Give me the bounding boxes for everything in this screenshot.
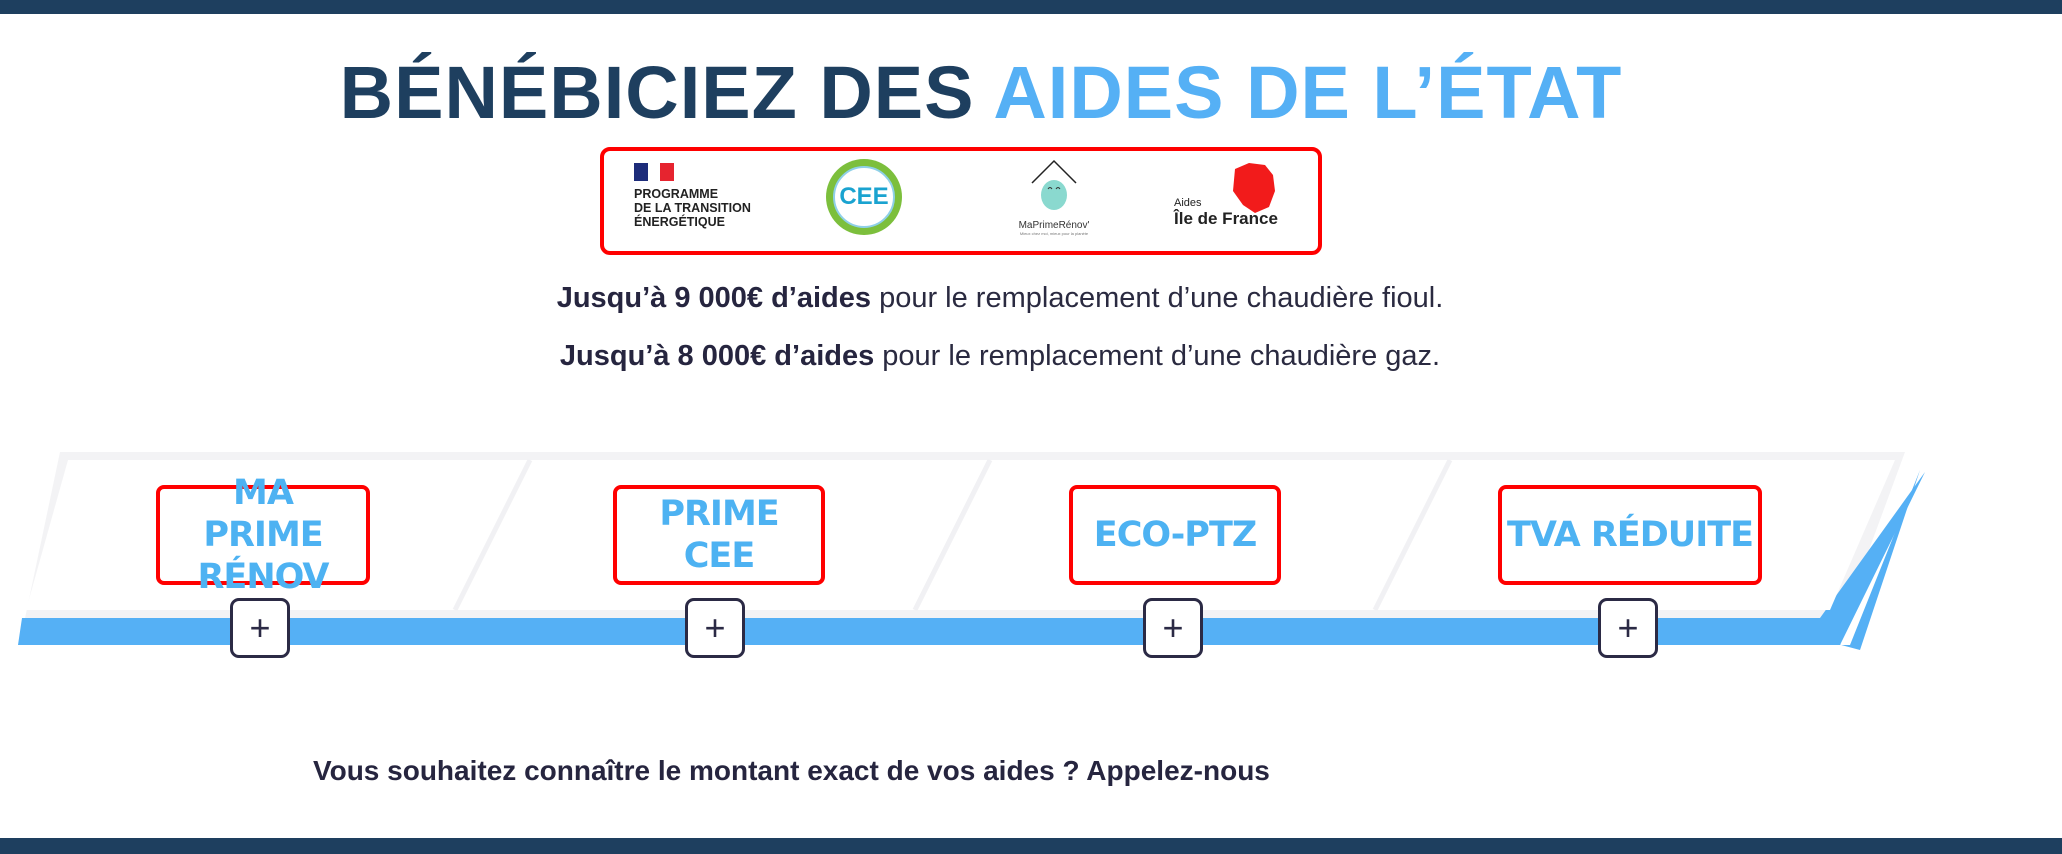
plus-icon: + <box>704 607 726 648</box>
aide-eco-ptz[interactable]: ECO-PTZ <box>1069 485 1281 585</box>
logo-maprimerenov: MaPrimeRénov' Mieux chez moi, mieux pour… <box>999 155 1109 236</box>
aides-band <box>18 452 1925 650</box>
intro-line-fioul: Jusqu’à 9 000€ d’aides pour le remplacem… <box>556 282 1444 314</box>
top-bar <box>0 0 2062 14</box>
aide-tva-reduite[interactable]: TVA RÉDUITE <box>1498 485 1762 585</box>
plus-icon: + <box>249 607 271 648</box>
aide-ma-prime-renov[interactable]: MA PRIME RÉNOV <box>156 473 370 597</box>
call-to-action: Vous souhaitez connaître le montant exac… <box>313 755 1270 786</box>
intro-line-gaz: Jusqu’à 8 000€ d’aides pour le remplacem… <box>559 340 1441 372</box>
plus-icon: + <box>1162 607 1184 648</box>
bottom-bar <box>0 838 2062 854</box>
expand-ma-prime-renov-button[interactable]: + <box>230 598 290 658</box>
expand-eco-ptz-button[interactable]: + <box>1143 598 1203 658</box>
logo-programme-transition-energetique: PROGRAMME DE LA TRANSITION ÉNERGÉTIQUE <box>634 163 751 229</box>
page-title: BÉNÉBICIEZ DES AIDES DE L’ÉTAT <box>339 51 1623 134</box>
plus-icon: + <box>1617 607 1639 648</box>
expand-tva-reduite-button[interactable]: + <box>1598 598 1658 658</box>
logo-cee: CEE <box>826 159 902 235</box>
logo-aides-ile-de-france: Aides Île de France <box>1174 161 1304 241</box>
expand-prime-cee-button[interactable]: + <box>685 598 745 658</box>
aide-prime-cee[interactable]: PRIME CEE <box>613 485 825 585</box>
logos-banner: PROGRAMME DE LA TRANSITION ÉNERGÉTIQUE CEE… <box>600 147 1322 255</box>
